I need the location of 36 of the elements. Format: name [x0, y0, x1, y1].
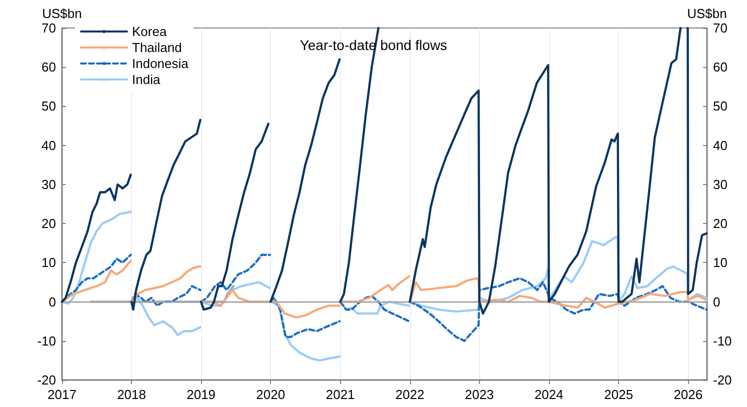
- legend-label: Indonesia: [132, 56, 190, 71]
- y-tick-label: 10: [42, 255, 56, 270]
- x-tick-label: 2017: [48, 387, 76, 402]
- y-tick-label: -10: [37, 333, 56, 348]
- x-tick-label: 2026: [674, 387, 703, 402]
- y-tick-label: 30: [42, 176, 56, 192]
- y2-axis-title: US$bn: [687, 6, 727, 21]
- legend-label: Thailand: [132, 40, 182, 55]
- x-tick-label: 2024: [534, 387, 564, 402]
- y-tick-label: 40: [42, 138, 56, 153]
- y2-tick-label: 50: [713, 98, 728, 114]
- x-tick-label: 2019: [186, 387, 216, 402]
- x-tick-label: 2021: [326, 387, 355, 402]
- y2-tick-label: -20: [713, 372, 732, 388]
- y-tick-label: -20: [37, 372, 56, 388]
- x-tick-label: 2025: [604, 387, 634, 402]
- x-tick-label: 2020: [256, 387, 286, 402]
- y2-tick-label: 60: [713, 60, 728, 75]
- y-axis-title: US$bn: [42, 6, 82, 21]
- y2-tick-label: 30: [713, 176, 728, 192]
- y-tick-label: 0: [48, 294, 56, 310]
- y2-tick-label: 40: [713, 138, 728, 153]
- legend-label: Korea: [132, 24, 168, 39]
- y2-tick-label: 0: [713, 294, 720, 310]
- x-tick-label: 2023: [464, 387, 494, 402]
- y-tick-label: 20: [42, 216, 56, 232]
- y2-tick-label: -10: [713, 333, 732, 348]
- y-tick-label: 70: [42, 20, 56, 36]
- x-tick-label: 2022: [395, 387, 424, 402]
- y-tick-label: 60: [42, 60, 56, 75]
- y2-tick-label: 10: [713, 255, 728, 270]
- y2-tick-label: 70: [713, 20, 728, 36]
- y2-tick-label: 20: [713, 216, 728, 232]
- legend-label: India: [132, 72, 161, 87]
- x-tick-label: 2018: [117, 387, 146, 402]
- y-tick-label: 50: [42, 98, 56, 114]
